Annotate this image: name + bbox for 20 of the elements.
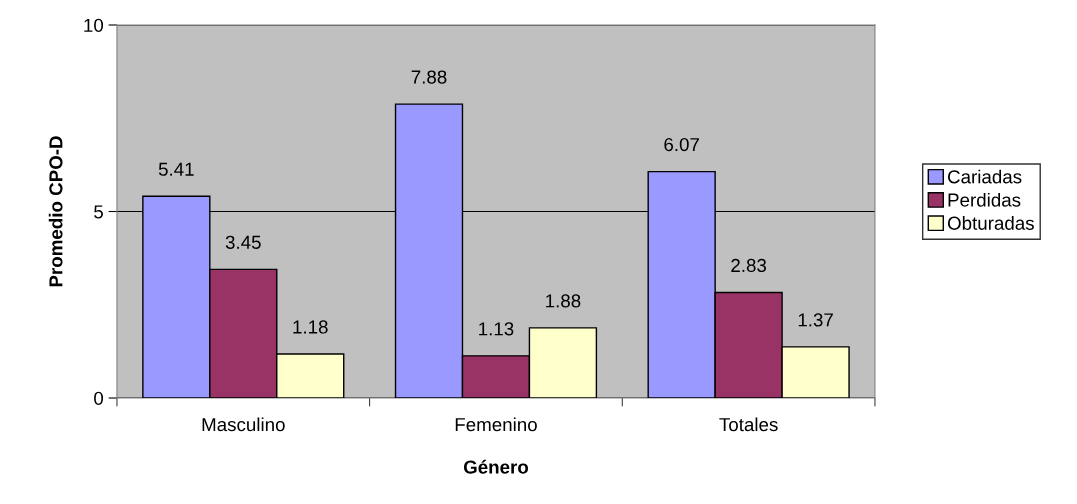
- data-label: 1.37: [798, 313, 833, 327]
- y-tick-label: 0: [94, 391, 104, 405]
- legend-label: Cariadas: [948, 169, 1022, 184]
- y-tick-label: 5: [94, 205, 103, 219]
- x-tick-label: Masculino: [202, 417, 285, 432]
- x-axis-title: Género: [463, 459, 529, 474]
- legend-label: Perdidas: [948, 192, 1021, 207]
- legend-label: Obturadas: [947, 216, 1034, 230]
- data-label: 3.45: [225, 235, 261, 249]
- x-tick-label: Femenino: [455, 417, 537, 432]
- data-label: 7.88: [411, 70, 447, 84]
- data-label: 5.41: [158, 162, 194, 176]
- x-tick-label: Totales: [719, 417, 778, 432]
- data-label: 6.07: [664, 137, 699, 152]
- data-label: 1.18: [293, 320, 328, 334]
- data-label: 1.88: [546, 294, 581, 308]
- data-label: 2.83: [731, 258, 767, 273]
- y-tick-label: 10: [84, 18, 104, 32]
- data-label: 1.13: [479, 322, 514, 336]
- y-axis-title: Promedio CPO-D: [48, 136, 63, 287]
